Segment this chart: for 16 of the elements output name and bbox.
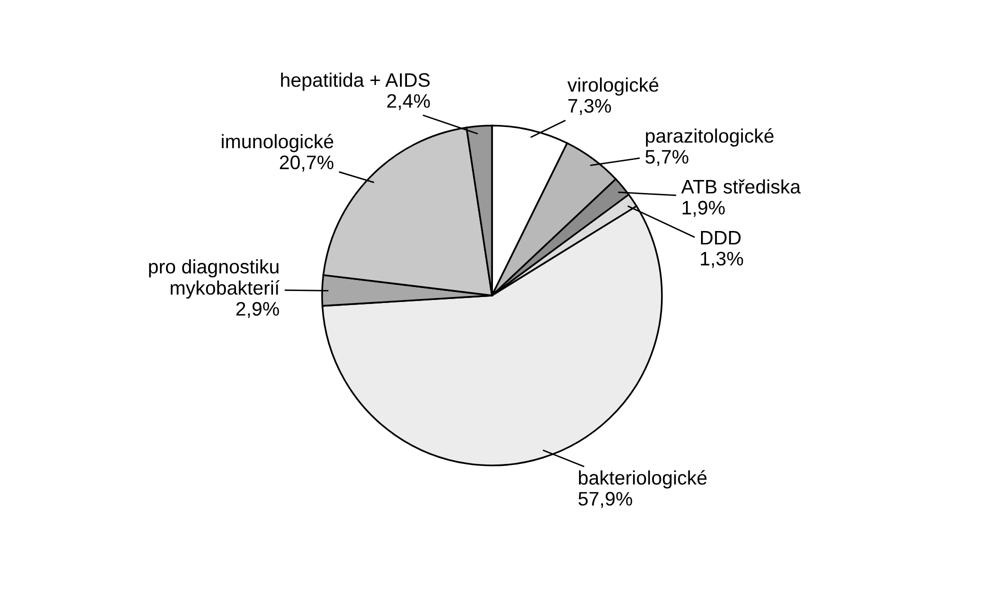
data-label: 5,7%	[646, 150, 688, 166]
data-label: 20,7%	[280, 156, 334, 172]
slice-label: pro diagnostiku mykobakterií	[149, 259, 280, 299]
data-label: 57,9%	[578, 492, 632, 508]
data-label: 2,9%	[236, 302, 280, 318]
slice-label: bakteriologické	[578, 470, 707, 489]
slice-label: virologické	[567, 77, 658, 96]
slice-label: parazitologické	[646, 128, 774, 147]
slice-label: ATB střediska	[681, 179, 801, 194]
data-label: 7,3%	[568, 98, 611, 116]
slice-label: hepatitida + AIDS	[281, 72, 430, 91]
data-label: 1,9%	[682, 200, 725, 217]
data-label: 1,3%	[700, 252, 744, 268]
slice-label: imunologické	[222, 134, 334, 152]
data-label: 2,4%	[387, 94, 430, 110]
slice-label: DDD	[701, 231, 741, 244]
